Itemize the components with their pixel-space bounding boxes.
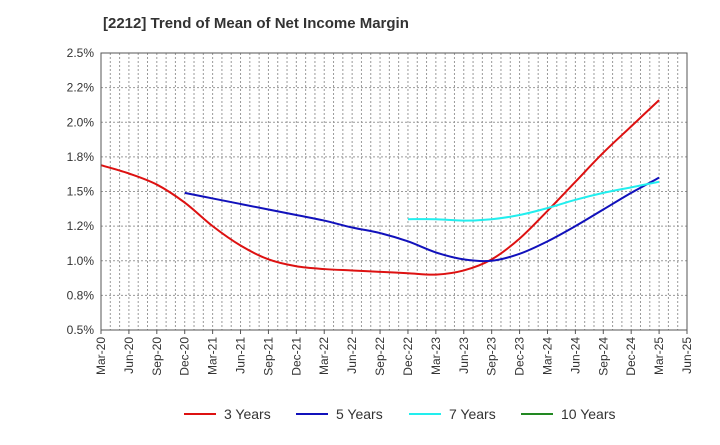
x-tick-label: Dec-24 — [624, 337, 638, 376]
x-tick-label: Mar-22 — [317, 337, 331, 375]
x-tick-label: Mar-23 — [429, 337, 443, 375]
x-tick-label: Jun-25 — [680, 337, 694, 374]
y-tick-label: 1.8% — [67, 150, 95, 164]
y-tick-label: 2.0% — [67, 115, 95, 129]
x-tick-label: Jun-20 — [122, 337, 136, 374]
series-lines — [100, 99, 660, 276]
x-tick-label: Sep-21 — [261, 337, 275, 376]
x-tick-label: Jun-22 — [345, 337, 359, 374]
y-tick-label: 1.5% — [67, 185, 95, 199]
series-line-7-years — [407, 180, 660, 222]
x-tick-label: Sep-20 — [150, 337, 164, 376]
legend-label: 7 Years — [449, 406, 496, 422]
x-tick-label: Jun-24 — [568, 337, 582, 374]
y-tick-label: 1.2% — [67, 219, 95, 233]
x-tick-label: Dec-23 — [513, 337, 527, 376]
x-tick-label: Sep-24 — [596, 337, 610, 376]
legend: 3 Years 5 Years 7 Years 10 Years — [184, 406, 616, 422]
series-line-5-years — [184, 176, 660, 263]
x-tick-label: Sep-23 — [485, 337, 499, 376]
y-axis: 0.5% 0.8% 1.0% 1.2% 1.5% 1.8% 2.0% 2.2% 2.5% — [67, 46, 95, 337]
x-tick-label: Dec-22 — [401, 337, 415, 376]
legend-label: 10 Years — [561, 406, 616, 422]
y-tick-label: 2.2% — [67, 81, 95, 95]
y-tick-label: 0.5% — [67, 323, 95, 337]
grid — [101, 53, 687, 330]
x-tick-label: Jun-23 — [457, 337, 471, 374]
y-tick-label: 1.0% — [67, 254, 95, 268]
x-tick-label: Dec-21 — [289, 337, 303, 376]
x-tick-label: Jun-21 — [234, 337, 248, 374]
x-tick-label: Mar-21 — [206, 337, 220, 375]
y-tick-label: 2.5% — [67, 46, 95, 60]
x-tick-label: Dec-20 — [178, 337, 192, 376]
x-tick-label: Sep-22 — [373, 337, 387, 376]
x-tick-label: Mar-20 — [94, 337, 108, 375]
legend-label: 5 Years — [336, 406, 383, 422]
legend-label: 3 Years — [224, 406, 271, 422]
x-axis: Mar-20 Jun-20 Sep-20 Dec-20 Mar-21 Jun-21 Sep-… — [94, 330, 694, 376]
y-tick-label: 0.8% — [67, 288, 95, 302]
plot-frame — [100, 52, 688, 331]
x-tick-label: Mar-25 — [652, 337, 666, 375]
x-tick-label: Mar-24 — [540, 337, 554, 375]
chart-title: [2212] Trend of Mean of Net Income Margi… — [103, 15, 409, 32]
series-line-3-years — [100, 99, 660, 276]
